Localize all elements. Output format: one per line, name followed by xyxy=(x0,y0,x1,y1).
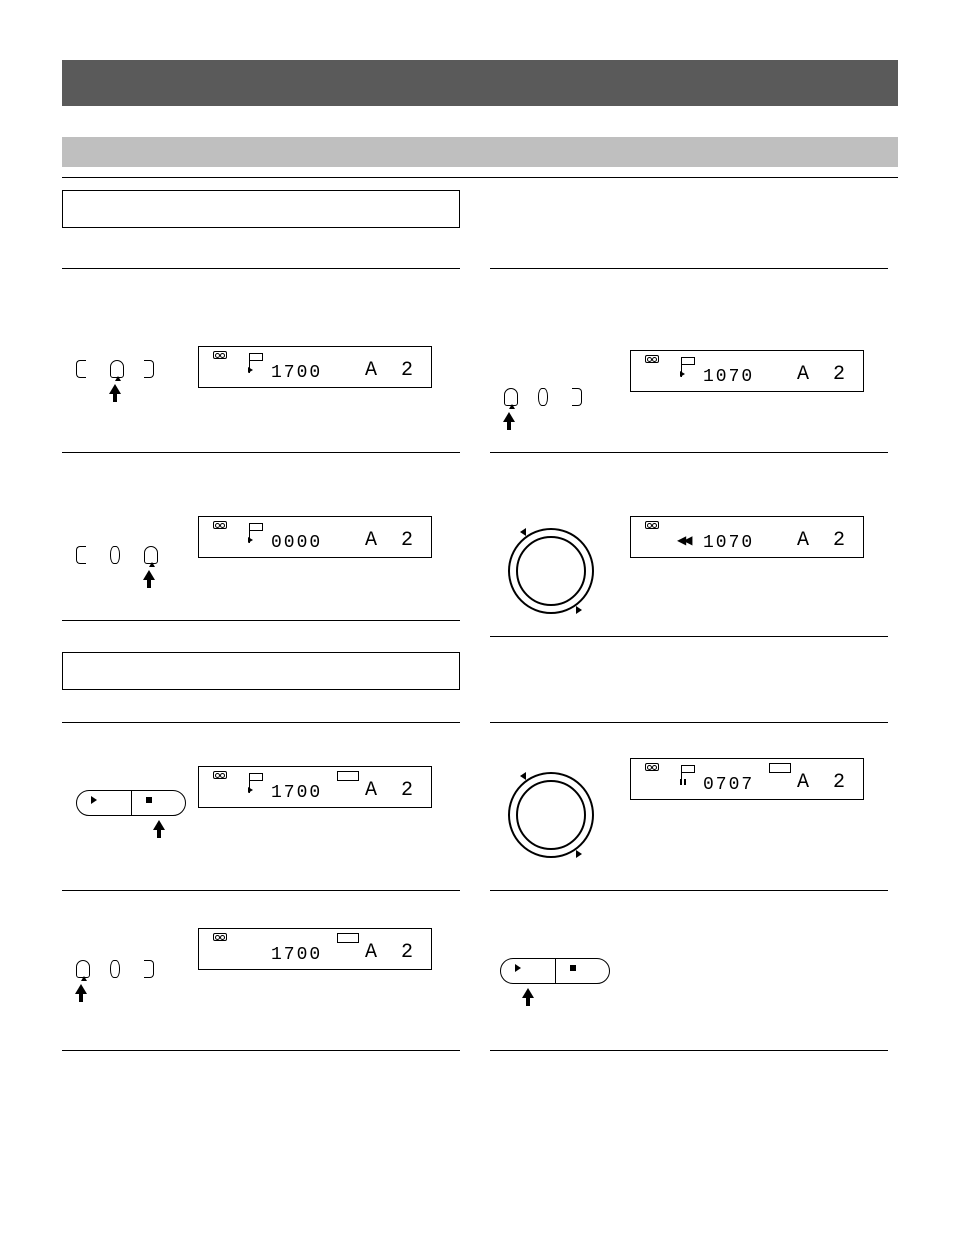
lcd-counter-value: 1700 xyxy=(271,945,322,965)
bracket-right-button[interactable] xyxy=(572,388,582,406)
play-icon[interactable] xyxy=(91,796,97,804)
mode-box-icon xyxy=(769,763,791,773)
lcd-counter-value: 1700 xyxy=(271,783,322,803)
lcd-side-value: A 2 xyxy=(365,941,419,964)
dial-cw-arrow-icon xyxy=(576,850,582,858)
mode-box-icon xyxy=(337,933,359,943)
counter-oval-button[interactable] xyxy=(538,388,548,406)
bracket-left-button[interactable] xyxy=(76,546,86,564)
play-icon[interactable] xyxy=(515,964,521,972)
divider xyxy=(490,268,888,269)
lcd-display: 1700 A 2 xyxy=(198,346,432,388)
button-group xyxy=(76,546,186,596)
divider xyxy=(490,636,888,637)
button-group xyxy=(76,960,186,1010)
bracket-right-button[interactable] xyxy=(144,960,154,978)
tape-icon xyxy=(645,521,659,529)
jog-dial[interactable] xyxy=(508,772,594,858)
section-box xyxy=(62,652,460,690)
dial-inner-ring xyxy=(516,536,586,606)
tape-icon xyxy=(645,355,659,363)
divider xyxy=(490,722,888,723)
divider xyxy=(62,722,460,723)
repeat-loop-button[interactable] xyxy=(110,360,124,378)
lcd-counter-value: 0000 xyxy=(271,533,322,553)
indicator-arrow-icon xyxy=(75,984,87,994)
play-stop-pill xyxy=(76,790,186,816)
button-group xyxy=(504,388,614,438)
divider xyxy=(490,1050,888,1051)
stop-icon[interactable] xyxy=(146,797,152,803)
lcd-display: 0000 A 2 xyxy=(198,516,432,558)
page-header-bar xyxy=(62,60,898,106)
lcd-side-value: A 2 xyxy=(365,779,419,802)
lcd-counter-value: 1700 xyxy=(271,363,322,383)
pill-divider xyxy=(555,959,556,983)
tape-icon xyxy=(213,771,227,779)
bracket-right-button[interactable] xyxy=(144,360,154,378)
mode-box-icon xyxy=(337,771,359,781)
lcd-side-value: A 2 xyxy=(797,529,851,552)
lcd-counter-value: 1070 xyxy=(703,367,754,387)
repeat-loop-button[interactable] xyxy=(504,388,518,406)
tape-icon xyxy=(213,351,227,359)
rewind-icon: ◀◀ xyxy=(677,533,689,547)
lcd-counter-value: 0707 xyxy=(703,775,754,795)
lcd-side-value: A 2 xyxy=(797,771,851,794)
lcd-display: 0707 A 2 xyxy=(630,758,864,800)
counter-oval-button[interactable] xyxy=(110,960,120,978)
divider xyxy=(62,177,898,178)
button-group xyxy=(76,360,186,410)
divider xyxy=(62,452,460,453)
jog-dial[interactable] xyxy=(508,528,594,614)
play-stop-pill xyxy=(500,958,610,984)
dial-ccw-arrow-icon xyxy=(520,528,526,536)
indicator-arrow-icon xyxy=(503,412,515,422)
indicator-arrow-icon xyxy=(522,988,534,998)
divider xyxy=(62,620,460,621)
bracket-left-button[interactable] xyxy=(76,360,86,378)
indicator-arrow-icon xyxy=(109,384,121,394)
lcd-counter-value: 1070 xyxy=(703,533,754,553)
divider xyxy=(490,452,888,453)
indicator-arrow-icon xyxy=(143,570,155,580)
indicator-arrow-icon xyxy=(153,820,165,830)
stop-icon[interactable] xyxy=(570,965,576,971)
dial-inner-ring xyxy=(516,780,586,850)
repeat-loop-button[interactable] xyxy=(144,546,158,564)
divider xyxy=(490,890,888,891)
lcd-side-value: A 2 xyxy=(365,359,419,382)
tape-icon xyxy=(645,763,659,771)
divider xyxy=(62,1050,460,1051)
pill-divider xyxy=(131,791,132,815)
lcd-display: 1070 A 2 xyxy=(630,350,864,392)
dial-ccw-arrow-icon xyxy=(520,772,526,780)
counter-oval-button[interactable] xyxy=(110,546,120,564)
lcd-display: 1700 A 2 xyxy=(198,766,432,808)
lcd-display: 1700 A 2 xyxy=(198,928,432,970)
tape-icon xyxy=(213,521,227,529)
lcd-side-value: A 2 xyxy=(365,529,419,552)
divider xyxy=(62,268,460,269)
section-box xyxy=(62,190,460,228)
page-subheader-bar xyxy=(62,137,898,167)
divider xyxy=(62,890,460,891)
repeat-loop-button[interactable] xyxy=(76,960,90,978)
tape-icon xyxy=(213,933,227,941)
dial-cw-arrow-icon xyxy=(576,606,582,614)
lcd-display: ◀◀ 1070 A 2 xyxy=(630,516,864,558)
lcd-side-value: A 2 xyxy=(797,363,851,386)
